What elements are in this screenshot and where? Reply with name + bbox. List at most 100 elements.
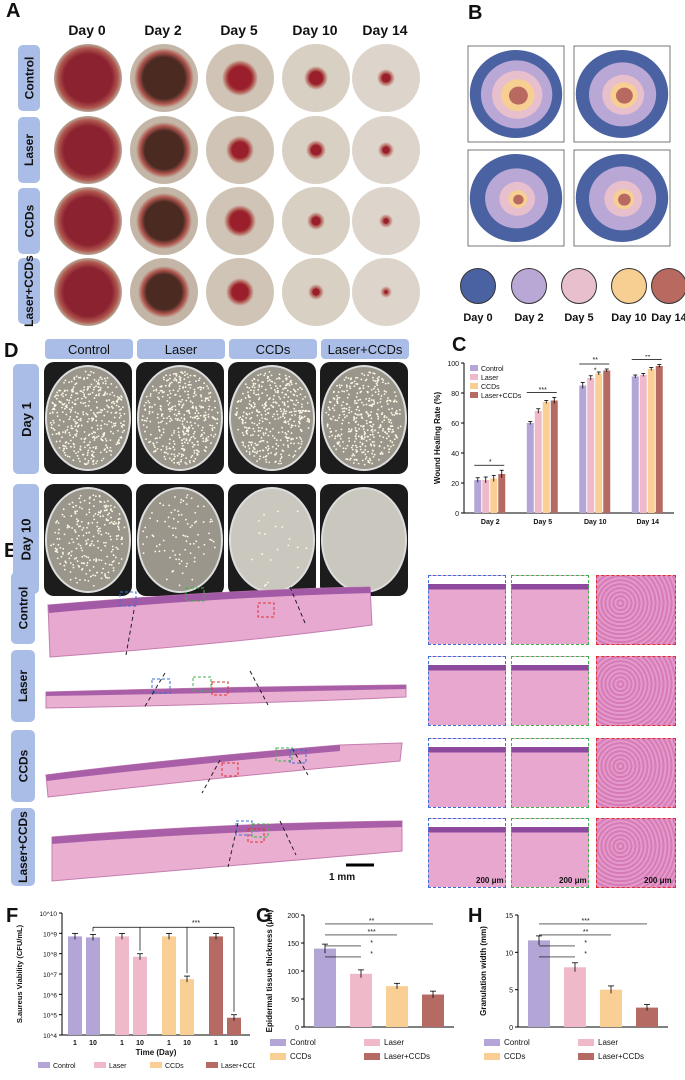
colony	[148, 406, 151, 409]
colony	[82, 534, 85, 537]
colony	[153, 446, 156, 449]
wound-photo	[282, 187, 350, 255]
colony	[355, 408, 358, 411]
colony	[86, 451, 89, 454]
colony	[83, 389, 85, 391]
colony	[353, 454, 356, 457]
colony	[193, 388, 196, 391]
colony	[245, 417, 247, 419]
colony	[66, 428, 69, 431]
colony	[257, 393, 260, 396]
colony	[104, 382, 107, 385]
colony	[51, 401, 54, 404]
colony	[91, 391, 94, 394]
colony	[343, 416, 346, 419]
colony	[195, 540, 198, 543]
colony	[120, 395, 123, 397]
colony	[185, 463, 188, 465]
colony	[57, 394, 59, 397]
colony	[264, 405, 267, 408]
legend-label: Laser	[598, 1038, 618, 1047]
tick-label: 150	[287, 941, 299, 948]
group-tab: Control	[45, 339, 133, 359]
colony	[196, 452, 199, 455]
colony	[267, 445, 270, 448]
colony	[253, 455, 256, 457]
colony	[381, 381, 384, 384]
colony	[174, 372, 177, 375]
colony	[370, 417, 373, 420]
colony	[169, 420, 171, 423]
colony	[369, 424, 372, 427]
colony	[197, 424, 200, 427]
colony	[100, 533, 103, 536]
colony	[145, 426, 148, 428]
wound-photo	[206, 187, 274, 255]
colony	[78, 506, 81, 509]
colony	[157, 396, 159, 399]
colony	[256, 460, 258, 463]
colony	[82, 413, 85, 416]
colony	[182, 431, 185, 434]
colony	[97, 513, 100, 516]
colony	[241, 441, 244, 444]
legend-label: Control	[290, 1038, 316, 1047]
wound-photo	[352, 258, 420, 326]
colony	[144, 526, 147, 529]
colony	[270, 387, 273, 389]
tick-label: 40	[451, 451, 459, 458]
colony	[328, 435, 331, 438]
colony	[82, 402, 85, 405]
colony	[204, 411, 207, 414]
colony	[117, 548, 119, 550]
colony	[267, 447, 270, 450]
colony	[100, 549, 103, 552]
colony	[83, 431, 86, 433]
colony	[102, 515, 105, 517]
colony	[153, 403, 156, 406]
colony	[270, 451, 273, 454]
day-header: Day 0	[68, 22, 106, 38]
colony	[145, 401, 147, 404]
colony	[68, 399, 71, 402]
colony	[107, 513, 109, 516]
colony	[111, 407, 114, 409]
significance-label: **	[645, 355, 651, 361]
colony	[151, 406, 153, 408]
colony	[373, 403, 376, 405]
colony	[177, 520, 179, 523]
colony	[193, 449, 196, 452]
colony	[193, 451, 196, 454]
colony	[57, 543, 60, 546]
colony	[288, 454, 291, 457]
colony	[173, 432, 175, 434]
colony	[261, 392, 264, 395]
colony	[361, 372, 364, 375]
colony	[214, 433, 217, 436]
colony	[183, 433, 186, 436]
colony	[74, 510, 77, 513]
colony	[297, 425, 300, 428]
colony	[86, 420, 89, 423]
colony	[84, 396, 87, 399]
colony	[82, 526, 85, 529]
colony	[259, 449, 261, 452]
colony	[361, 451, 364, 454]
colony	[382, 429, 384, 432]
colony	[256, 414, 259, 417]
colony	[333, 445, 336, 448]
colony-plate	[137, 365, 223, 471]
colony	[334, 419, 337, 422]
colony	[188, 439, 191, 442]
colony	[181, 442, 184, 445]
colony	[290, 381, 292, 384]
colony	[161, 445, 164, 448]
colony	[189, 543, 192, 545]
colony	[190, 383, 192, 386]
bar	[526, 423, 534, 513]
bar	[647, 369, 655, 513]
tick-label: 5	[509, 988, 513, 995]
colony	[365, 422, 368, 425]
colony	[68, 551, 71, 554]
colony	[306, 402, 309, 404]
